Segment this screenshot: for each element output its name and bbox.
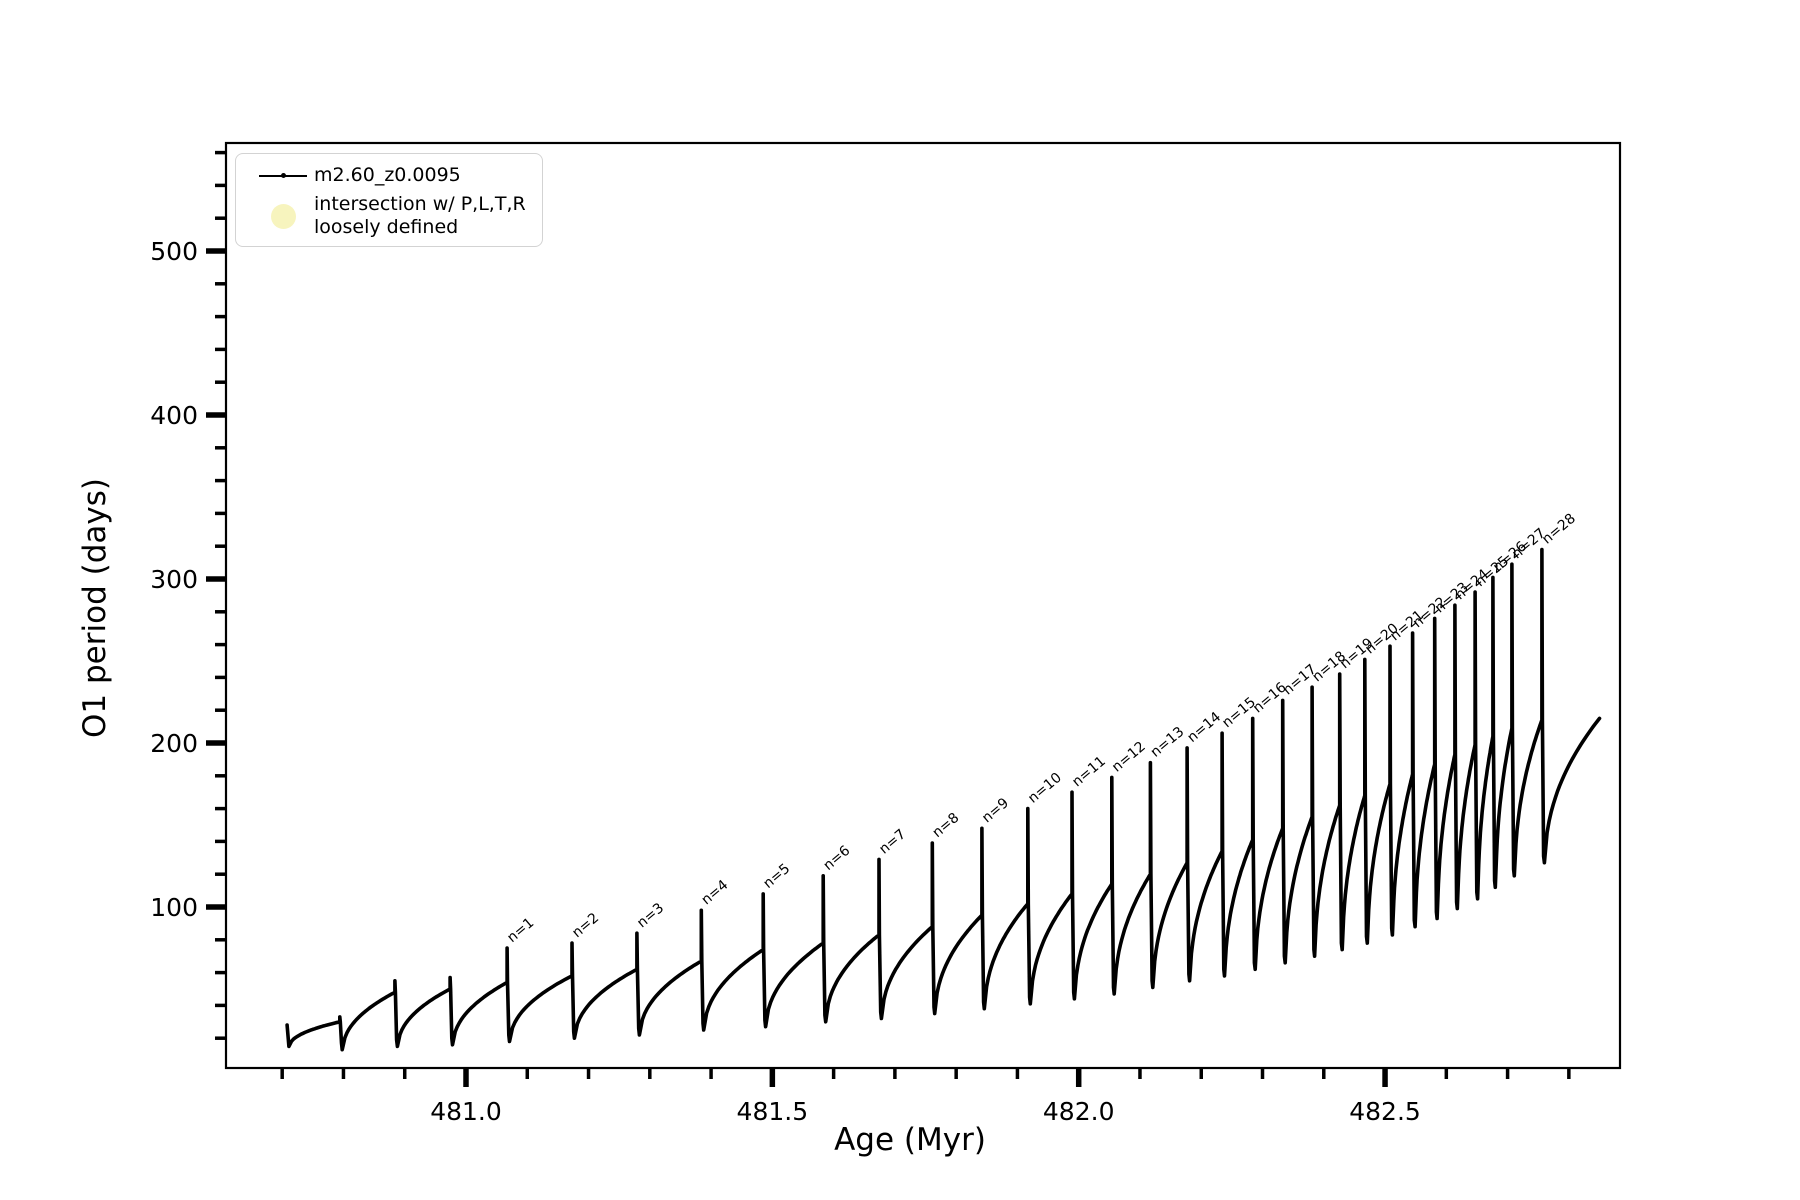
y-axis-label: O1 period (days) — [77, 478, 113, 738]
x-tick-label: 482.0 — [1043, 1097, 1115, 1126]
spike-annotation: n=13 — [1148, 724, 1188, 761]
x-tick-label: 481.0 — [430, 1097, 502, 1126]
y-tick-label: 100 — [150, 893, 198, 922]
x-axis-label: Age (Myr) — [834, 1122, 986, 1158]
spike-annotation: n=5 — [760, 861, 793, 892]
spike-annotation: n=10 — [1025, 770, 1065, 807]
spike-annotation: n=12 — [1109, 739, 1149, 776]
spike-annotation: n=9 — [979, 795, 1012, 826]
circle-marker-icon — [270, 204, 296, 229]
spike-annotation: n=2 — [569, 910, 602, 941]
legend-series-label: m2.60_z0.0095 — [314, 164, 461, 186]
legend-intersection-label-line1: intersection w/ P,L,T,R — [314, 193, 526, 215]
spike-annotation: n=28 — [1539, 511, 1579, 548]
spike-annotation: n=4 — [699, 877, 732, 908]
spike-annotation: n=8 — [930, 810, 963, 841]
plot-border — [224, 141, 1622, 1070]
legend-intersection-label-line2: loosely defined — [314, 216, 459, 238]
spike-annotation: n=3 — [634, 900, 667, 931]
legend-item-series: m2.60_z0.0095 — [252, 164, 530, 187]
y-tick-label: 400 — [150, 401, 198, 430]
spike-annotation: n=7 — [876, 826, 909, 857]
spike-annotation: n=6 — [820, 843, 853, 874]
series-line — [285, 547, 1602, 1052]
legend-item-intersection: intersection w/ P,L,T,R loosely defined — [252, 193, 530, 239]
spike-annotation: n=1 — [504, 915, 537, 946]
x-tick-label: 482.5 — [1349, 1097, 1421, 1126]
spike-annotation: n=11 — [1069, 753, 1109, 790]
y-tick-label: 300 — [150, 565, 198, 594]
x-tick-label: 481.5 — [737, 1097, 809, 1126]
spike-annotation: n=14 — [1184, 709, 1224, 746]
y-tick-label: 500 — [150, 237, 198, 266]
legend: m2.60_z0.0095 intersection w/ P,L,T,R lo… — [235, 153, 543, 247]
y-tick-label: 200 — [150, 729, 198, 758]
line-with-dot-marker-icon — [259, 173, 307, 178]
